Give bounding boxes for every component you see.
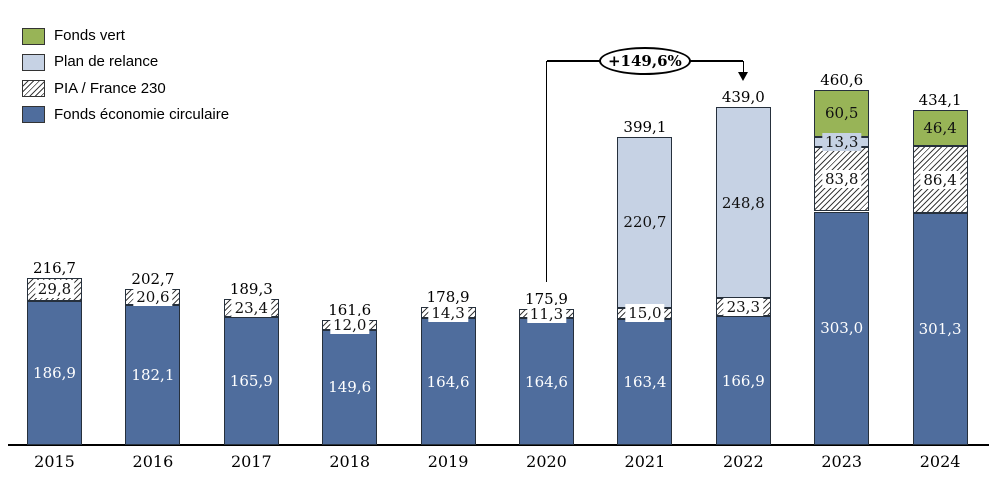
bar-segment [912,110,968,147]
bar-total-label: 178,9 [426,288,470,307]
bar-total-label: 161,6 [328,301,372,320]
bar-segment-label: 166,9 [721,371,765,390]
annotation-line-vertical [545,61,548,283]
bar-total-label: 434,1 [918,91,962,110]
legend-item: Fonds économie circulaire [22,106,229,124]
bar-segment-label: 164,6 [426,372,470,391]
bar-segment [223,317,279,445]
legend-item-label: PIA / France 230 [54,79,166,97]
bar-segment [420,318,476,445]
bar-segment [715,316,771,445]
bar-segment-label: 165,9 [229,372,273,391]
bar-segment-label: 23,3 [723,298,763,317]
bar-segment [27,300,82,445]
bar-segment [519,318,574,445]
bar-segment-label: 60,5 [824,104,859,123]
x-axis-label: 2017 [230,452,272,471]
bar-total-label: 216,7 [33,259,76,277]
legend-swatch-hatch-icon [22,80,45,98]
bar-segment-label: 301,3 [918,319,962,338]
annotation-arrowhead-icon [738,72,749,81]
x-axis-label: 2019 [427,452,469,471]
x-axis-label: 2015 [34,452,75,471]
legend-swatch-green-icon [22,27,45,45]
bar-segment-label: 303,0 [820,319,864,338]
bar-segment-label: 163,4 [623,373,667,392]
legend-swatch-light_blue-icon [22,53,45,71]
bar-segment-label: 149,6 [328,378,372,397]
bar-total-label: 439,0 [721,87,765,106]
bar-total-label: 202,7 [131,269,175,288]
bar-segment-label: 13,3 [821,132,862,151]
legend-item-label: Fonds économie circulaire [54,105,230,123]
bar-segment-label: 46,4 [923,119,957,138]
bar-segment-label: 86,4 [920,170,960,189]
bar-total-label: 460,6 [820,71,864,90]
bar-segment-label: 186,9 [33,363,76,382]
legend-item: PIA / France 230 [22,80,166,98]
x-axis-label: 2024 [919,452,961,471]
annotation-arrow-line [742,61,745,73]
x-axis-label: 2018 [329,452,371,471]
annotation-callout: +149,6% [598,47,691,75]
bar-segment-label: 15,0 [625,304,665,323]
bar-segment-label: 164,6 [525,372,568,391]
bar-segment-label: 83,8 [821,170,862,189]
bar-segment-label: 11,3 [526,304,567,323]
bar-segment-label: 12,0 [329,316,370,335]
x-axis-label: 2021 [624,452,666,471]
legend-item-label: Plan de relance [54,53,159,71]
x-axis-label: 2020 [526,452,567,471]
bar-segment-label: 20,6 [133,287,173,306]
bar-segment-label: 248,8 [718,193,768,212]
bar-segment-label: 182,1 [131,365,175,384]
legend-swatch-dark_blue-icon [22,106,45,124]
bar-segment-label: 23,4 [231,299,271,318]
legend-item: Fonds vert [22,27,125,45]
bar-segment-label: 14,3 [428,303,468,322]
x-axis-label: 2016 [132,452,174,471]
bar-segment [814,211,870,445]
bar-total-label: 175,9 [525,290,568,309]
bar-segment [912,212,968,445]
bar-total-label: 399,1 [623,118,667,137]
bar-segment-label: 29,8 [34,280,75,299]
bar-segment [322,329,378,445]
x-axis-label: 2022 [722,452,764,471]
legend-item-label: Fonds vert [54,27,125,44]
bar-segment [617,319,673,445]
bar-segment [125,304,181,445]
x-axis-label: 2023 [821,452,863,471]
x-axis-line [8,444,989,446]
legend-item: Plan de relance [22,53,158,71]
bar-total-label: 189,3 [229,280,273,299]
bar-segment-label: 220,7 [620,213,670,232]
